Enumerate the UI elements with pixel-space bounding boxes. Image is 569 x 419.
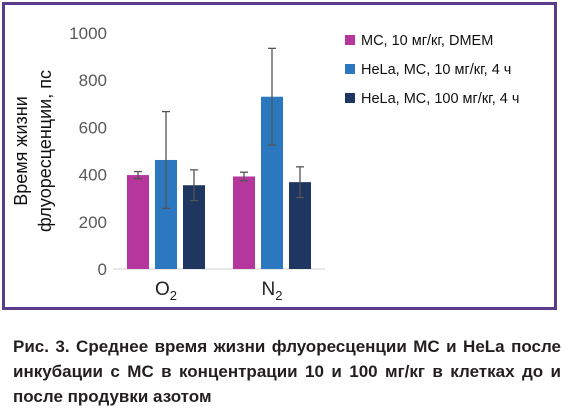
chart-frame: Время жизни флуоресценции, пс 0 200 400 600 8… (2, 2, 557, 310)
legend-swatch (345, 35, 355, 45)
bar-chart: Время жизни флуоресценции, пс 0 200 400 600 8… (11, 24, 519, 303)
bars (127, 96, 311, 269)
y-tick-label: 0 (98, 260, 107, 279)
y-axis-ticks: 0 200 400 600 800 1000 (69, 24, 107, 279)
x-category-label: N2 (262, 279, 283, 303)
bar (127, 175, 149, 269)
bar (233, 176, 255, 269)
legend-label: HeLa, МС, 100 мг/кг, 4 ч (361, 91, 519, 107)
y-axis-title-line: Время жизни (11, 96, 31, 206)
bar (289, 182, 311, 269)
legend-label: МС, 10 мг/кг, DMEM (361, 33, 493, 49)
error-bars (134, 47, 304, 209)
y-tick-label: 200 (79, 213, 107, 232)
y-tick-label: 400 (79, 166, 107, 185)
y-tick-label: 800 (79, 71, 107, 90)
bar (183, 185, 205, 269)
x-axis-categories: O2 N2 (155, 279, 282, 303)
y-axis-title: Время жизни флуоресценции, пс (11, 70, 55, 232)
legend-swatch (345, 93, 355, 103)
figure-caption: Рис. 3. Среднее время жизни флуоресценци… (13, 337, 561, 406)
legend: МС, 10 мг/кг, DMEM HeLa, МС, 10 мг/кг, 4 … (345, 33, 519, 107)
legend-label: HeLa, МС, 10 мг/кг, 4 ч (361, 62, 511, 78)
legend-swatch (345, 64, 355, 74)
bar (261, 96, 283, 269)
y-tick-label: 600 (79, 118, 107, 137)
y-axis-title-line: флуоресценции, пс (35, 70, 55, 232)
x-category-label: O2 (155, 279, 177, 303)
y-tick-label: 1000 (69, 24, 107, 43)
bar (155, 159, 177, 269)
